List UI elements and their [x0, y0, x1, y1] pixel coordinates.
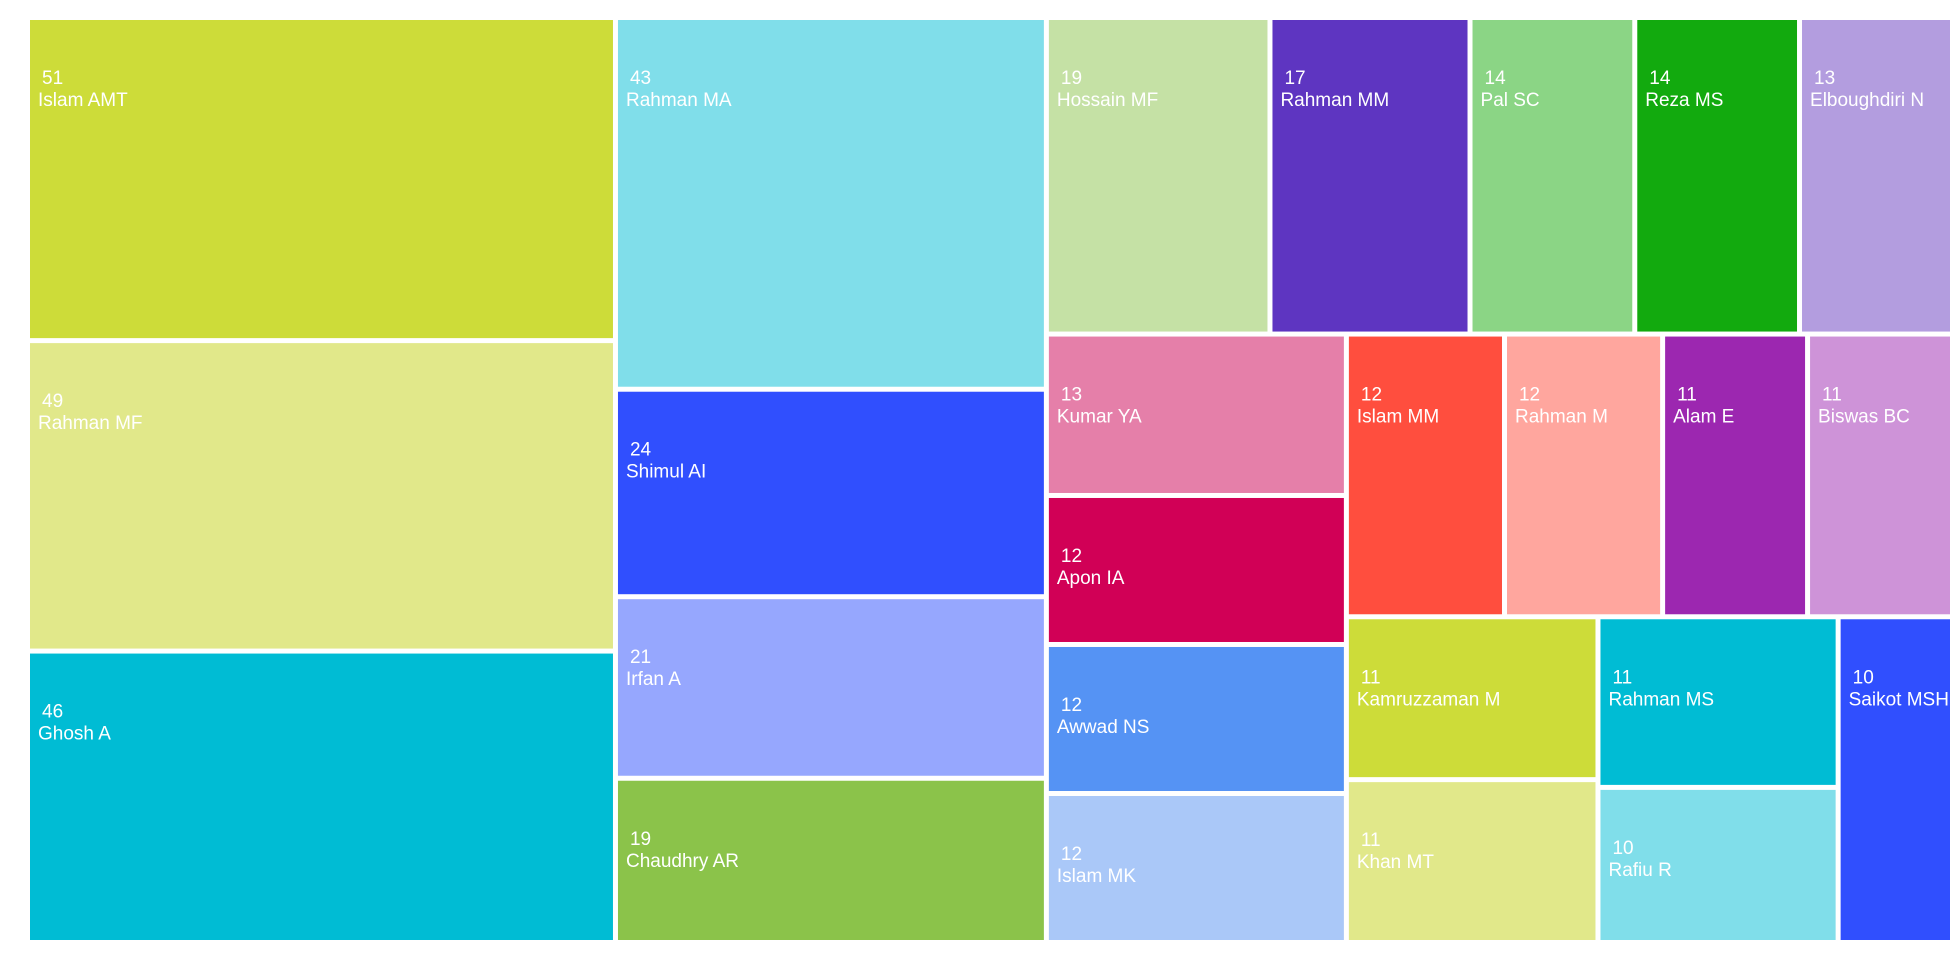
- tile-label: Elboughdiri N: [1810, 90, 1924, 111]
- tile-label: Rahman MF: [38, 413, 143, 434]
- tile-value: 19: [1061, 68, 1082, 89]
- tile-label: Rahman MS: [1608, 689, 1714, 710]
- tile-value: 12: [1361, 385, 1382, 406]
- tile-label: Awwad NS: [1057, 717, 1150, 738]
- tile-label: Irfan A: [626, 669, 681, 690]
- tile: [1348, 782, 1596, 940]
- tile: [1600, 789, 1836, 940]
- tile-label: Alam E: [1673, 407, 1734, 428]
- tile-value: 11: [1677, 385, 1697, 406]
- tile-label: Islam MK: [1057, 866, 1137, 887]
- tile-value: 13: [1814, 68, 1835, 89]
- tile-value: 51: [42, 68, 63, 89]
- tile-value: 12: [1061, 844, 1082, 865]
- tile-label: Ghosh A: [38, 724, 111, 745]
- tile-value: 11: [1361, 667, 1381, 688]
- tile-label: Islam MM: [1357, 407, 1439, 428]
- tile: [1048, 795, 1344, 940]
- tile-value: 10: [1612, 838, 1633, 859]
- tile-value: 43: [630, 68, 651, 89]
- tile: [1802, 20, 1950, 332]
- tile: [617, 20, 1044, 387]
- tile-value: 11: [1612, 667, 1632, 688]
- tile-label: Chaudhry AR: [626, 851, 739, 872]
- tile-label: Islam AMT: [38, 90, 128, 111]
- tile-label: Rahman MA: [626, 90, 732, 111]
- tile: [1048, 336, 1344, 493]
- tile: [1272, 20, 1468, 332]
- tile: [1348, 336, 1502, 615]
- tile-label: Saikot MSH: [1849, 689, 1949, 710]
- tile-value: 11: [1361, 830, 1381, 851]
- tile: [1600, 619, 1836, 785]
- tile-value: 12: [1061, 695, 1082, 716]
- tile-value: 13: [1061, 385, 1082, 406]
- tile-value: 21: [630, 647, 651, 668]
- tile-label: Apon IA: [1057, 568, 1125, 589]
- tile-value: 14: [1649, 68, 1671, 89]
- tile: [30, 343, 613, 649]
- tile: [1665, 336, 1806, 615]
- tile: [1840, 619, 1950, 940]
- tile-label: Hossain MF: [1057, 90, 1158, 111]
- tile-value: 11: [1822, 385, 1842, 406]
- tile-value: 12: [1061, 546, 1082, 567]
- tile: [1048, 646, 1344, 791]
- tile-value: 17: [1284, 68, 1305, 89]
- tile-label: Rahman M: [1515, 407, 1608, 428]
- tile: [1348, 619, 1596, 778]
- tile: [1472, 20, 1633, 332]
- tile-value: 10: [1853, 667, 1874, 688]
- tile-label: Rafiu R: [1608, 860, 1671, 881]
- tile-value: 24: [630, 440, 652, 461]
- tile-label: Khan MT: [1357, 852, 1434, 873]
- tile: [1048, 20, 1268, 332]
- tile: [1506, 336, 1661, 615]
- tile-value: 12: [1519, 385, 1540, 406]
- tile-label: Kamruzzaman M: [1357, 689, 1501, 710]
- tile-label: Rahman MM: [1280, 90, 1389, 111]
- tile: [30, 20, 613, 339]
- tile-value: 49: [42, 391, 63, 412]
- tile: [1810, 336, 1950, 615]
- tile: [1048, 497, 1344, 642]
- tile-value: 14: [1485, 68, 1507, 89]
- tile: [617, 780, 1044, 940]
- tile-value: 46: [42, 702, 63, 723]
- tile-label: Kumar YA: [1057, 407, 1142, 428]
- tile: [1637, 20, 1798, 332]
- tile-label: Shimul AI: [626, 462, 706, 483]
- tile-value: 19: [630, 829, 651, 850]
- tile: [617, 599, 1044, 776]
- tile-label: Pal SC: [1481, 90, 1540, 111]
- tile: [30, 653, 613, 940]
- tile-label: Biswas BC: [1818, 407, 1910, 428]
- tile: [617, 391, 1044, 595]
- tile-label: Reza MS: [1645, 90, 1723, 111]
